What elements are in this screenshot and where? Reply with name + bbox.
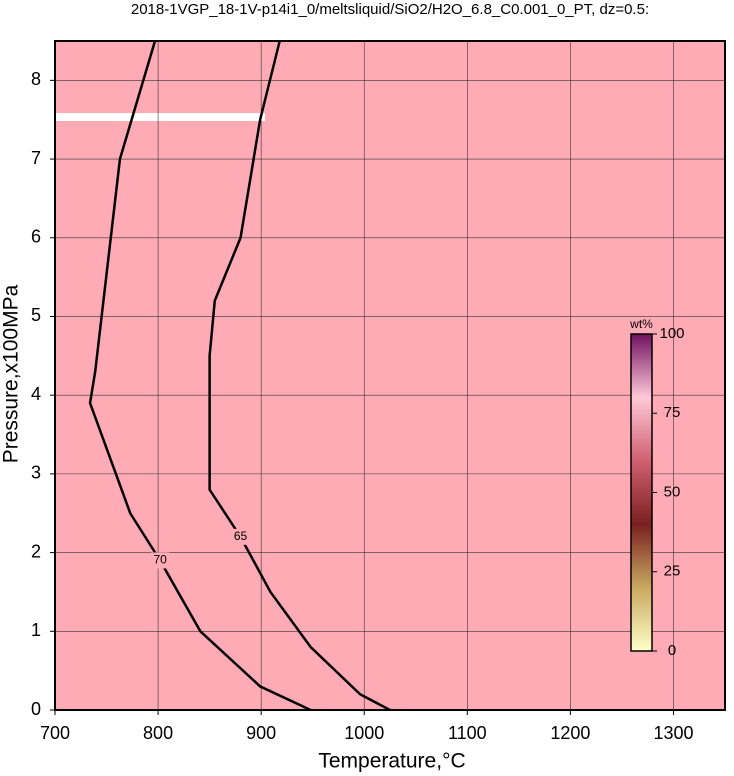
y-axis-label: Pressure,x100MPa	[0, 284, 23, 463]
y-tick-label: 0	[31, 699, 41, 719]
x-tick-label: 1300	[653, 723, 693, 743]
plot-frame	[54, 40, 726, 711]
colorbar-tick-label: 50	[664, 483, 681, 500]
colorbar-tick-label: 100	[659, 325, 684, 342]
y-tick-label: 6	[31, 227, 41, 247]
y-tick-label: 8	[31, 69, 41, 89]
x-tick-label: 900	[246, 723, 276, 743]
x-tick-label: 800	[143, 723, 173, 743]
x-tick-label: 700	[40, 723, 70, 743]
colorbar-tick-label: 0	[668, 642, 676, 659]
chart-title: 2018-1VGP_18-1V-p14i1_0/meltsliquid/SiO2…	[131, 1, 649, 18]
y-tick-label: 4	[31, 384, 41, 404]
x-tick-label: 1200	[550, 723, 590, 743]
contour-label: 65	[234, 529, 248, 543]
x-tick-label: 1100	[448, 723, 487, 743]
colorbar-tick-label: 25	[664, 563, 681, 580]
y-tick-label: 1	[31, 620, 41, 640]
plot-background	[55, 41, 725, 710]
colorbar-tick-label: 75	[664, 404, 681, 421]
contour-line	[88, 40, 312, 712]
colorbar-label: wt%	[629, 317, 653, 331]
contour-label-bg	[231, 528, 250, 545]
y-tick-label: 3	[31, 463, 41, 483]
x-axis-label: Temperature,°C	[318, 750, 465, 773]
data-gap	[55, 113, 265, 121]
contour-line	[208, 40, 391, 712]
x-tick-label: 1000	[344, 723, 384, 743]
contour-label: 70	[153, 553, 167, 567]
contour-label-bg	[151, 552, 170, 569]
y-tick-label: 5	[31, 305, 41, 325]
y-tick-label: 7	[31, 148, 41, 168]
y-tick-label: 2	[31, 541, 41, 561]
colorbar	[630, 333, 653, 652]
